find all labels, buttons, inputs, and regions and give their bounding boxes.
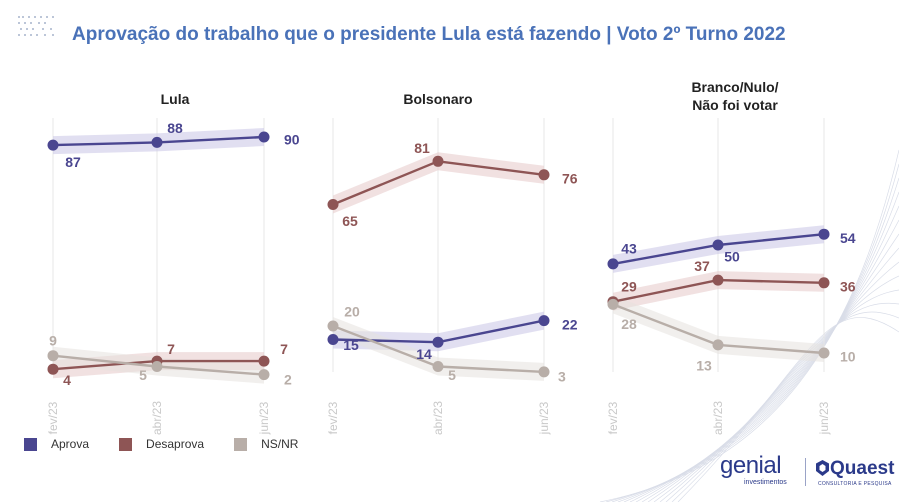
legend-label-nsnr: NS/NR bbox=[261, 437, 299, 451]
chart-panel-2: fev/23 abr/23 jun/23 43 50 54 29 37 36 28 13 10 bbox=[606, 118, 856, 435]
panel-title-lula: Lula bbox=[160, 91, 190, 107]
data-point-aprova bbox=[818, 228, 830, 240]
data-point-aprova bbox=[47, 139, 59, 151]
data-point-aprova bbox=[258, 131, 270, 143]
data-point-nsnr bbox=[538, 366, 550, 378]
data-label-desaprova: 36 bbox=[840, 279, 856, 295]
data-point-desaprova bbox=[538, 169, 550, 181]
quaest-logo-subtitle: CONSULTORIA E PESQUISA bbox=[818, 481, 892, 487]
data-label-nsnr: 2 bbox=[284, 371, 292, 387]
data-point-desaprova bbox=[47, 363, 59, 375]
legend-item-nsnr: NS/NR bbox=[234, 437, 298, 451]
genial-logo: genial bbox=[720, 452, 782, 479]
quaest-logo: Quaest bbox=[830, 458, 895, 479]
data-label-nsnr: 3 bbox=[558, 369, 566, 385]
confidence-band-nsnr bbox=[613, 295, 824, 362]
data-point-aprova bbox=[538, 315, 550, 327]
data-label-nsnr: 9 bbox=[49, 332, 57, 348]
data-label-nsnr: 5 bbox=[448, 367, 456, 383]
x-tick-label: fev/23 bbox=[46, 401, 60, 434]
data-label-nsnr: 20 bbox=[344, 304, 360, 320]
data-point-nsnr bbox=[712, 339, 724, 351]
data-label-aprova: 54 bbox=[840, 230, 856, 246]
data-label-desaprova: 29 bbox=[621, 278, 637, 294]
decorative-wave-line bbox=[635, 233, 899, 502]
confidence-band-nsnr bbox=[333, 317, 544, 381]
data-point-aprova bbox=[327, 334, 339, 345]
chart-legend: Aprova Desaprova NS/NR bbox=[24, 437, 328, 451]
decorative-dots-icon bbox=[18, 16, 54, 36]
data-point-nsnr bbox=[607, 298, 619, 310]
panel-title-bolsonaro: Bolsonaro bbox=[403, 91, 473, 107]
panel-title-branco: Branco/Nulo/ Não foi votar bbox=[691, 79, 779, 113]
legend-swatch-aprova bbox=[24, 437, 37, 451]
x-tick-label: fev/23 bbox=[606, 401, 620, 434]
data-label-desaprova: 37 bbox=[694, 258, 710, 274]
x-tick-label: jun/23 bbox=[817, 401, 831, 435]
data-label-aprova: 88 bbox=[167, 120, 183, 136]
data-label-aprova: 14 bbox=[416, 346, 432, 362]
x-tick-label: abr/23 bbox=[711, 401, 725, 435]
data-label-aprova: 87 bbox=[65, 154, 81, 170]
data-label-desaprova: 7 bbox=[280, 341, 288, 357]
genial-logo-subtitle: investimentos bbox=[744, 479, 787, 486]
data-label-desaprova: 81 bbox=[414, 140, 430, 156]
quaest-logo-icon bbox=[816, 460, 829, 476]
legend-label-aprova: Aprova bbox=[51, 437, 90, 451]
legend-item-aprova: Aprova bbox=[24, 437, 89, 451]
data-point-aprova bbox=[432, 336, 444, 348]
data-point-aprova bbox=[151, 136, 163, 148]
chart-panel-1: fev/23 abr/23 jun/23 15 14 22 65 81 76 20 5 3 bbox=[326, 118, 578, 435]
data-point-nsnr bbox=[258, 369, 270, 381]
legend-swatch-desaprova bbox=[119, 437, 133, 451]
decorative-wave-line bbox=[641, 247, 899, 502]
data-label-aprova: 90 bbox=[284, 132, 300, 148]
chart-panel-0: fev/23 abr/23 jun/23 87 88 90 4 7 7 9 5 2 bbox=[46, 118, 300, 435]
data-point-nsnr bbox=[818, 347, 830, 359]
data-label-aprova: 43 bbox=[621, 241, 637, 257]
data-point-nsnr bbox=[151, 361, 163, 372]
decorative-wave-line bbox=[629, 219, 899, 502]
decorative-wave-line bbox=[647, 261, 899, 502]
data-point-nsnr bbox=[432, 361, 444, 372]
x-tick-label: abr/23 bbox=[150, 401, 164, 435]
data-point-nsnr bbox=[327, 320, 339, 332]
data-label-nsnr: 10 bbox=[840, 349, 856, 365]
data-label-desaprova: 76 bbox=[562, 171, 578, 187]
decorative-wave-line bbox=[653, 275, 899, 502]
data-point-desaprova bbox=[258, 355, 270, 367]
x-tick-label: fev/23 bbox=[326, 401, 340, 434]
data-point-nsnr bbox=[47, 350, 59, 362]
legend-swatch-nsnr bbox=[234, 437, 248, 451]
data-point-desaprova bbox=[818, 277, 830, 289]
data-label-aprova: 22 bbox=[562, 316, 578, 332]
logo-divider bbox=[805, 458, 806, 486]
data-label-desaprova: 7 bbox=[167, 341, 175, 357]
data-label-nsnr: 5 bbox=[139, 367, 147, 383]
data-label-aprova: 50 bbox=[724, 249, 740, 265]
data-label-aprova: 15 bbox=[343, 337, 359, 353]
data-point-desaprova bbox=[432, 155, 444, 167]
data-label-desaprova: 4 bbox=[63, 372, 71, 388]
data-label-desaprova: 65 bbox=[342, 213, 358, 229]
x-tick-label: jun/23 bbox=[257, 401, 271, 435]
data-label-nsnr: 13 bbox=[696, 358, 712, 374]
page-title: Aprovação do trabalho que o presidente L… bbox=[72, 24, 786, 45]
legend-label-desaprova: Desaprova bbox=[146, 437, 205, 451]
x-tick-label: abr/23 bbox=[431, 401, 445, 435]
data-point-aprova bbox=[712, 239, 724, 251]
data-point-desaprova bbox=[327, 199, 339, 210]
x-tick-label: jun/23 bbox=[537, 401, 551, 435]
data-point-aprova bbox=[607, 258, 619, 270]
data-label-nsnr: 28 bbox=[621, 316, 637, 332]
data-point-desaprova bbox=[712, 274, 724, 286]
legend-item-desaprova: Desaprova bbox=[119, 437, 204, 451]
